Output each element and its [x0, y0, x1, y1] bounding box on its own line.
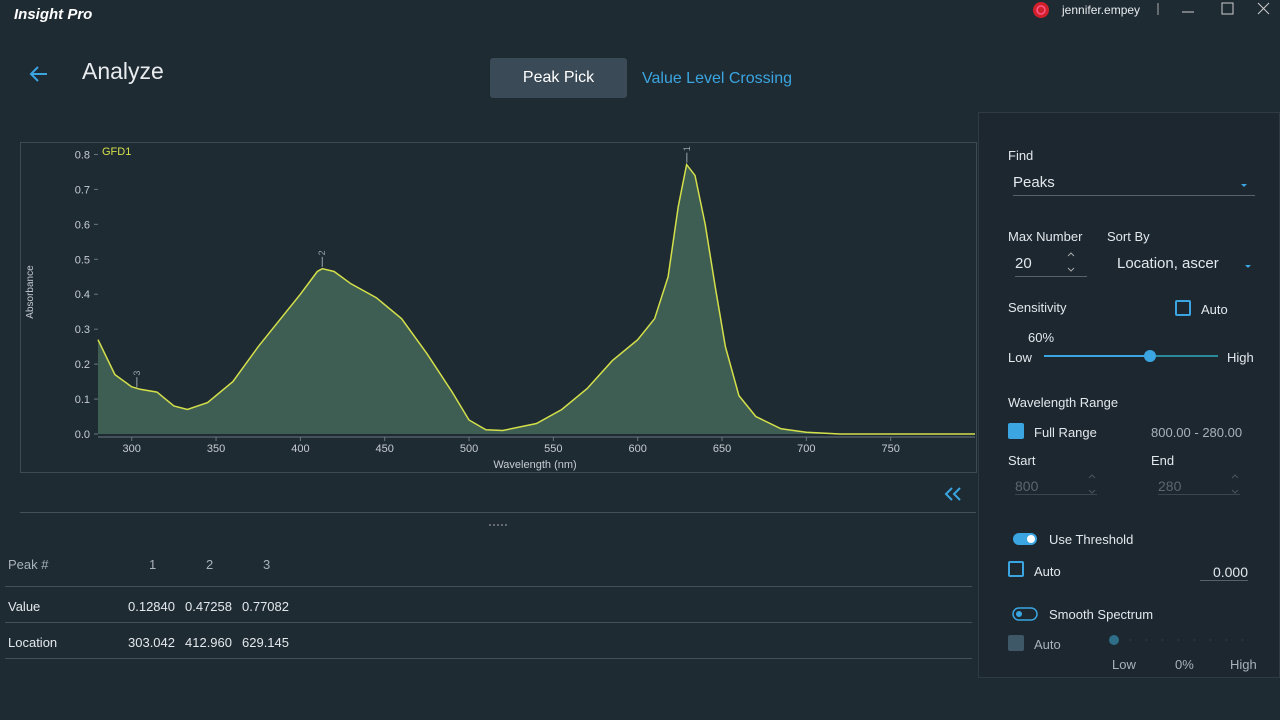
- label: High: [1230, 657, 1257, 672]
- panel-graphics: [1012, 184, 1258, 645]
- cell: 303.042: [128, 635, 175, 650]
- user-name[interactable]: jennifer.empey: [1062, 3, 1141, 17]
- row-divider: [5, 622, 972, 623]
- checkbox: [1008, 635, 1024, 651]
- column-header: 3: [263, 557, 271, 572]
- maximize[interactable]: [1221, 2, 1234, 15]
- toggle-knob: [1027, 535, 1035, 543]
- number-input[interactable]: 280: [1158, 478, 1240, 495]
- x-tick-label: 400: [291, 443, 309, 455]
- app-title: Insight Pro: [14, 6, 93, 23]
- label: Auto: [1201, 302, 1228, 317]
- series-label: GFD1: [102, 146, 131, 158]
- label: Auto: [1034, 564, 1061, 579]
- slider-thumb: [1109, 635, 1119, 645]
- number-input[interactable]: 800: [1015, 478, 1097, 495]
- y-tick-label: 0.1: [75, 394, 90, 406]
- chart: 300 350 400 450 500 550 600 650 700 750 0.0 0.1 0.2 0…: [20, 142, 977, 473]
- table-header: Peak #: [8, 557, 49, 572]
- collapse-button[interactable]: [940, 484, 970, 504]
- label: Auto: [1034, 637, 1061, 652]
- checkbox[interactable]: [1175, 300, 1191, 316]
- x-tick-label: 550: [544, 443, 562, 455]
- slider-value: 60%: [1028, 330, 1055, 345]
- label: Max Number: [1008, 229, 1083, 244]
- dropdown[interactable]: Peaks: [1013, 174, 1255, 196]
- close[interactable]: [1257, 2, 1270, 15]
- toggle-knob: [1016, 611, 1022, 617]
- window-controls: [1157, 2, 1270, 15]
- y-tick-label: 0.4: [75, 289, 90, 301]
- user-avatar: [1033, 2, 1049, 18]
- resize-handle[interactable]: [487, 522, 511, 528]
- divider: [20, 512, 976, 513]
- label: Low: [1112, 657, 1136, 672]
- column-header: 1: [149, 557, 157, 572]
- y-tick-label: 0.0: [75, 429, 90, 441]
- tab[interactable]: Value Level Crossing: [642, 70, 793, 87]
- label: High: [1227, 350, 1254, 365]
- peak-label: 1: [682, 146, 692, 151]
- cell: 629.145: [242, 635, 289, 650]
- spinner: [1088, 474, 1239, 494]
- spectrum-area: [98, 164, 975, 434]
- spinner: [1067, 252, 1075, 272]
- label: Smooth Spectrum: [1049, 607, 1154, 622]
- back-button[interactable]: [28, 64, 50, 84]
- peak-label: 3: [132, 371, 142, 376]
- tab[interactable]: Peak Pick: [490, 58, 627, 98]
- label: Sensitivity: [1008, 300, 1067, 315]
- dropdown[interactable]: Location, ascer: [1117, 255, 1219, 272]
- y-tick-label: 0.6: [75, 219, 90, 231]
- column-header: 2: [206, 557, 214, 572]
- number-input[interactable]: 20: [1015, 255, 1087, 277]
- x-tick-label: 600: [629, 443, 647, 455]
- label: End: [1151, 453, 1175, 468]
- dropdown-arrow: [1241, 184, 1247, 187]
- y-tick-label: 0.8: [75, 149, 90, 161]
- slider-thumb[interactable]: [1144, 350, 1156, 362]
- peak-label: 2: [317, 250, 327, 255]
- cell: 0.77082: [242, 599, 289, 614]
- number-input[interactable]: 0.000: [1200, 564, 1248, 581]
- row-divider: [5, 658, 972, 659]
- checkbox[interactable]: [1008, 423, 1024, 439]
- x-tick-label: 450: [376, 443, 394, 455]
- x-tick-label: 500: [460, 443, 478, 455]
- row-divider: [5, 586, 972, 587]
- label: Sort By: [1107, 229, 1150, 244]
- value: 800.00 - 280.00: [1151, 425, 1243, 440]
- y-tick-label: 0.2: [75, 359, 90, 371]
- label: Full Range: [1034, 425, 1097, 440]
- page-title: Analyze: [82, 58, 164, 84]
- y-axis-label: Absorbance: [25, 265, 36, 319]
- x-axis-label: Wavelength (nm): [493, 459, 576, 471]
- label: Low: [1008, 350, 1032, 365]
- x-tick-label: 700: [797, 443, 815, 455]
- y-tick-label: 0.5: [75, 254, 90, 266]
- label: Wavelength Range: [1008, 395, 1119, 410]
- label: Start: [1008, 453, 1036, 468]
- settings-panel: [978, 112, 1280, 678]
- row-label: Value: [8, 599, 41, 614]
- checkbox[interactable]: [1008, 561, 1024, 577]
- chart-frame: [20, 142, 977, 473]
- x-tick-label: 750: [881, 443, 899, 455]
- spectrum-line: [97, 162, 975, 435]
- y-tick-label: 0.7: [75, 184, 90, 196]
- label: Find: [1008, 148, 1034, 163]
- cell: 0.12840: [128, 599, 175, 614]
- row-label: Location: [8, 635, 58, 650]
- x-tick-label: 350: [207, 443, 225, 455]
- slider-value: 0%: [1175, 657, 1194, 672]
- x-tick-label: 650: [713, 443, 731, 455]
- dropdown-arrow: [1245, 265, 1251, 268]
- x-tick-label: 300: [123, 443, 141, 455]
- cell: 0.47258: [185, 599, 232, 614]
- label: Use Threshold: [1049, 532, 1134, 547]
- cell: 412.960: [185, 635, 232, 650]
- toggle[interactable]: [1012, 607, 1038, 621]
- y-tick-label: 0.3: [75, 324, 90, 336]
